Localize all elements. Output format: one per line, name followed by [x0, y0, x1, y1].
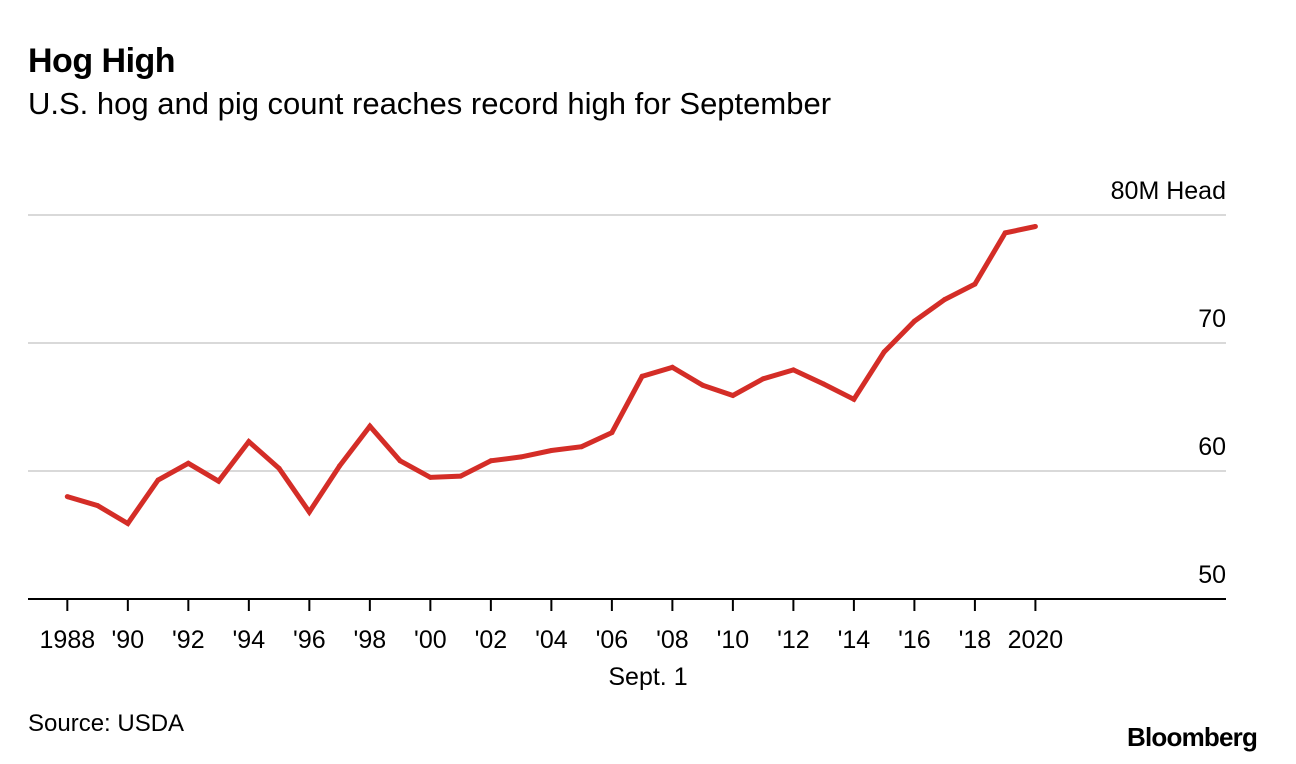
- data-point-1998: [367, 423, 373, 429]
- x-tick-label-1998: '98: [354, 626, 387, 654]
- data-point-1991: [155, 477, 161, 483]
- data-point-2014: [851, 396, 857, 402]
- data-point-1994: [246, 439, 252, 445]
- y-tick-label-60: 60: [1198, 433, 1226, 461]
- data-point-2002: [488, 458, 494, 464]
- data-point-2018: [972, 281, 978, 287]
- x-tick-label-2000: '00: [414, 626, 447, 654]
- bloomberg-logo: Bloomberg: [1127, 722, 1258, 752]
- data-point-2004: [548, 448, 554, 453]
- x-axis-ticks: 1988 '90 '92 '94 '96 '98 '00 '02 '04 '06 '08 '10 '12…: [40, 599, 1064, 654]
- data-point-2017: [942, 297, 948, 302]
- x-tick-label-1988: 1988: [40, 626, 96, 654]
- x-tick-label-2004: '04: [535, 626, 568, 654]
- chart-subtitle: U.S. hog and pig count reaches record hi…: [28, 86, 832, 121]
- data-point-2012: [790, 367, 796, 373]
- x-tick-label-2002: '02: [475, 626, 508, 654]
- data-point-2013: [821, 381, 827, 387]
- y-axis-ticks: 80M Head 70 60 50: [1111, 177, 1226, 589]
- data-point-2007: [639, 373, 645, 379]
- y-tick-label-50: 50: [1198, 561, 1226, 589]
- y-tick-label-80: 80M Head: [1111, 177, 1226, 205]
- gridlines: [28, 214, 1226, 472]
- x-tick-label-1992: '92: [172, 626, 205, 654]
- data-point-1988: [64, 494, 70, 500]
- data-point-2005: [579, 444, 585, 450]
- source-note: Source: USDA: [28, 710, 185, 737]
- data-point-2001: [458, 473, 464, 479]
- x-axis-label: Sept. 1: [608, 663, 687, 691]
- data-point-1993: [216, 478, 222, 484]
- data-point-2010: [730, 393, 736, 398]
- data-point-2009: [700, 382, 706, 388]
- x-tick-label-2018: '18: [959, 626, 992, 654]
- data-point-2011: [760, 376, 766, 382]
- data-point-2008: [669, 364, 675, 370]
- data-point-2020: [1032, 224, 1038, 229]
- x-tick-label-1996: '96: [293, 626, 326, 654]
- x-tick-label-2014: '14: [838, 626, 871, 654]
- data-point-1990: [125, 521, 131, 526]
- series-layer: [64, 224, 1038, 527]
- data-point-2015: [881, 349, 887, 355]
- x-tick-label-2010: '10: [717, 626, 750, 654]
- data-point-2006: [609, 430, 615, 436]
- data-point-1992: [185, 460, 191, 466]
- x-tick-label-1994: '94: [233, 626, 266, 654]
- data-point-1989: [95, 503, 101, 509]
- x-tick-label-2008: '08: [656, 626, 689, 654]
- x-tick-label-2016: '16: [898, 626, 931, 654]
- x-tick-label-2006: '06: [596, 626, 629, 654]
- series-line-0: [66, 224, 1036, 527]
- data-point-2019: [1002, 230, 1008, 236]
- chart-title: Hog High: [28, 42, 176, 80]
- data-point-2003: [518, 454, 524, 460]
- data-point-1997: [337, 463, 343, 469]
- data-point-1999: [397, 458, 403, 464]
- x-tick-label-2020: 2020: [1008, 626, 1064, 654]
- x-tick-label-1990: '90: [112, 626, 145, 654]
- data-point-1995: [276, 465, 282, 471]
- x-tick-label-2012: '12: [777, 626, 810, 654]
- data-point-1996: [306, 509, 312, 515]
- data-point-2000: [427, 474, 433, 480]
- data-point-2016: [911, 318, 917, 324]
- y-tick-label-70: 70: [1198, 305, 1226, 333]
